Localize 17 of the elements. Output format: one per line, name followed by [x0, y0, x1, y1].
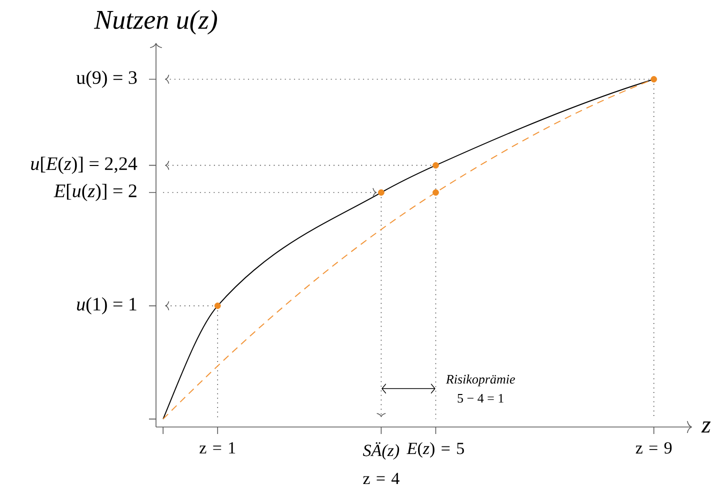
x-tick-label: z = 9	[636, 442, 672, 454]
annotation: Risikoprämie	[446, 374, 515, 386]
point	[432, 162, 439, 169]
y-axis-title: Nutzen u(z)	[94, 10, 218, 34]
point	[214, 302, 221, 309]
y-tick-label: E[u(z)] = 2	[54, 184, 136, 202]
x-tick-label: E(z) = 5	[406, 442, 464, 458]
point	[378, 189, 384, 196]
y-tick-label: u(1) = 1	[77, 297, 136, 314]
x-axis-title: z	[701, 422, 711, 433]
x-tick-label: SÄ(z) z = 4	[362, 442, 400, 484]
y-tick-label: u[E(z)] = 2,24	[31, 156, 138, 174]
annotation: 5 − 4 = 1	[458, 394, 504, 403]
y-tick-label: u(9) = 3	[76, 70, 137, 88]
point	[650, 76, 658, 82]
point	[432, 189, 439, 196]
x-tick-label: z = 1	[200, 442, 236, 454]
